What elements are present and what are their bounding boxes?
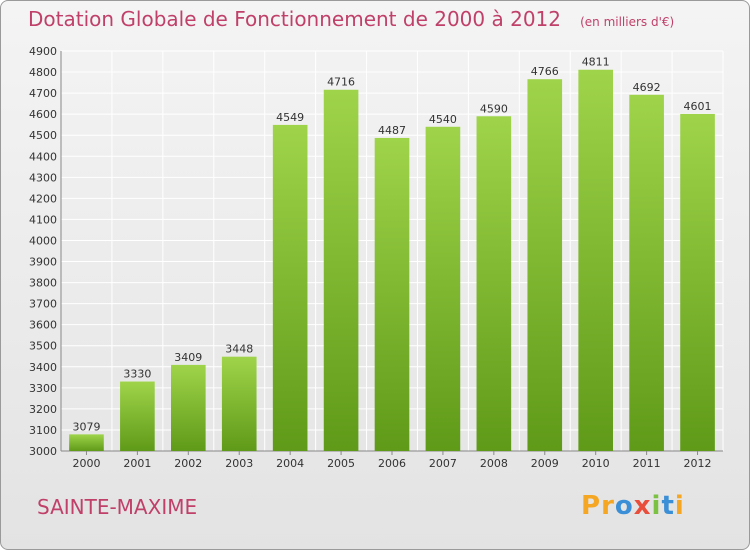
data-label: 4716 — [327, 76, 355, 89]
data-label: 3409 — [174, 351, 202, 364]
y-tick-label: 4700 — [29, 87, 57, 100]
data-label: 3448 — [225, 343, 253, 356]
data-label: 4766 — [531, 65, 559, 78]
logo-letter: r — [601, 491, 615, 521]
y-tick-label: 4300 — [29, 171, 57, 184]
y-tick-label: 3200 — [29, 403, 57, 416]
x-tick-label: 2006 — [378, 457, 406, 470]
bar-2010 — [578, 69, 614, 451]
data-label: 4590 — [480, 102, 508, 115]
data-label: 4811 — [582, 56, 610, 69]
data-label: 4601 — [684, 100, 712, 113]
chart-title: Dotation Globale de Fonctionnement de 20… — [28, 7, 561, 31]
y-tick-label: 4800 — [29, 66, 57, 79]
data-label: 4692 — [633, 81, 661, 94]
commune-name: SAINTE-MAXIME — [37, 495, 198, 519]
x-tick-label: 2012 — [684, 457, 712, 470]
x-tick-label: 2004 — [276, 457, 304, 470]
bar-2001 — [120, 381, 155, 451]
y-tick-label: 3300 — [29, 382, 57, 395]
y-tick-label: 3100 — [29, 424, 57, 437]
bar-2007 — [425, 126, 461, 451]
bar-2009 — [527, 79, 563, 452]
y-tick-label: 4000 — [29, 234, 57, 247]
logo-letter: x — [633, 491, 652, 521]
y-tick-label: 4500 — [29, 129, 57, 142]
x-tick-label: 2009 — [531, 457, 559, 470]
x-tick-label: 2007 — [429, 457, 457, 470]
logo-letter: i — [674, 491, 685, 521]
x-tick-label: 2010 — [582, 457, 610, 470]
bar-2002 — [170, 364, 206, 451]
y-tick-label: 3900 — [29, 256, 57, 269]
x-tick-label: 2000 — [72, 457, 100, 470]
x-tick-label: 2001 — [123, 457, 151, 470]
data-label: 4540 — [429, 113, 457, 126]
x-tick-label: 2005 — [327, 457, 355, 470]
data-label: 3330 — [123, 368, 151, 381]
y-tick-label: 4400 — [29, 150, 57, 163]
x-tick-label: 2002 — [174, 457, 202, 470]
x-tick-label: 2011 — [633, 457, 661, 470]
y-tick-label: 3400 — [29, 361, 57, 374]
data-label: 4487 — [378, 124, 406, 137]
y-tick-label: 3500 — [29, 340, 57, 353]
bar-2005 — [323, 89, 359, 451]
bar-2006 — [374, 137, 410, 451]
x-tick-label: 2003 — [225, 457, 253, 470]
data-label: 3079 — [72, 420, 100, 433]
chart-title-row: Dotation Globale de Fonctionnement de 20… — [28, 7, 674, 31]
bar-2004 — [272, 124, 308, 451]
data-label: 4549 — [276, 111, 304, 124]
x-tick-label: 2008 — [480, 457, 508, 470]
logo-letter: i — [651, 491, 662, 521]
chart-unit: (en milliers d'€) — [580, 15, 675, 29]
y-tick-label: 4900 — [29, 45, 57, 58]
y-tick-label: 4100 — [29, 213, 57, 226]
y-tick-label: 3800 — [29, 277, 57, 290]
y-tick-label: 3600 — [29, 319, 57, 332]
logo-letter: t — [661, 491, 675, 521]
y-tick-label: 4200 — [29, 192, 57, 205]
y-tick-label: 3700 — [29, 298, 57, 311]
bar-2000 — [69, 434, 104, 451]
y-tick-label: 3000 — [29, 445, 57, 458]
bar-2011 — [629, 94, 664, 451]
bar-2012 — [680, 113, 715, 452]
proxiti-logo[interactable]: Proxiti — [581, 491, 685, 521]
logo-letter: o — [614, 491, 634, 521]
y-tick-label: 4600 — [29, 108, 57, 121]
bar-2008 — [476, 116, 512, 452]
logo-letter: P — [581, 491, 602, 521]
bar-2003 — [221, 356, 257, 451]
